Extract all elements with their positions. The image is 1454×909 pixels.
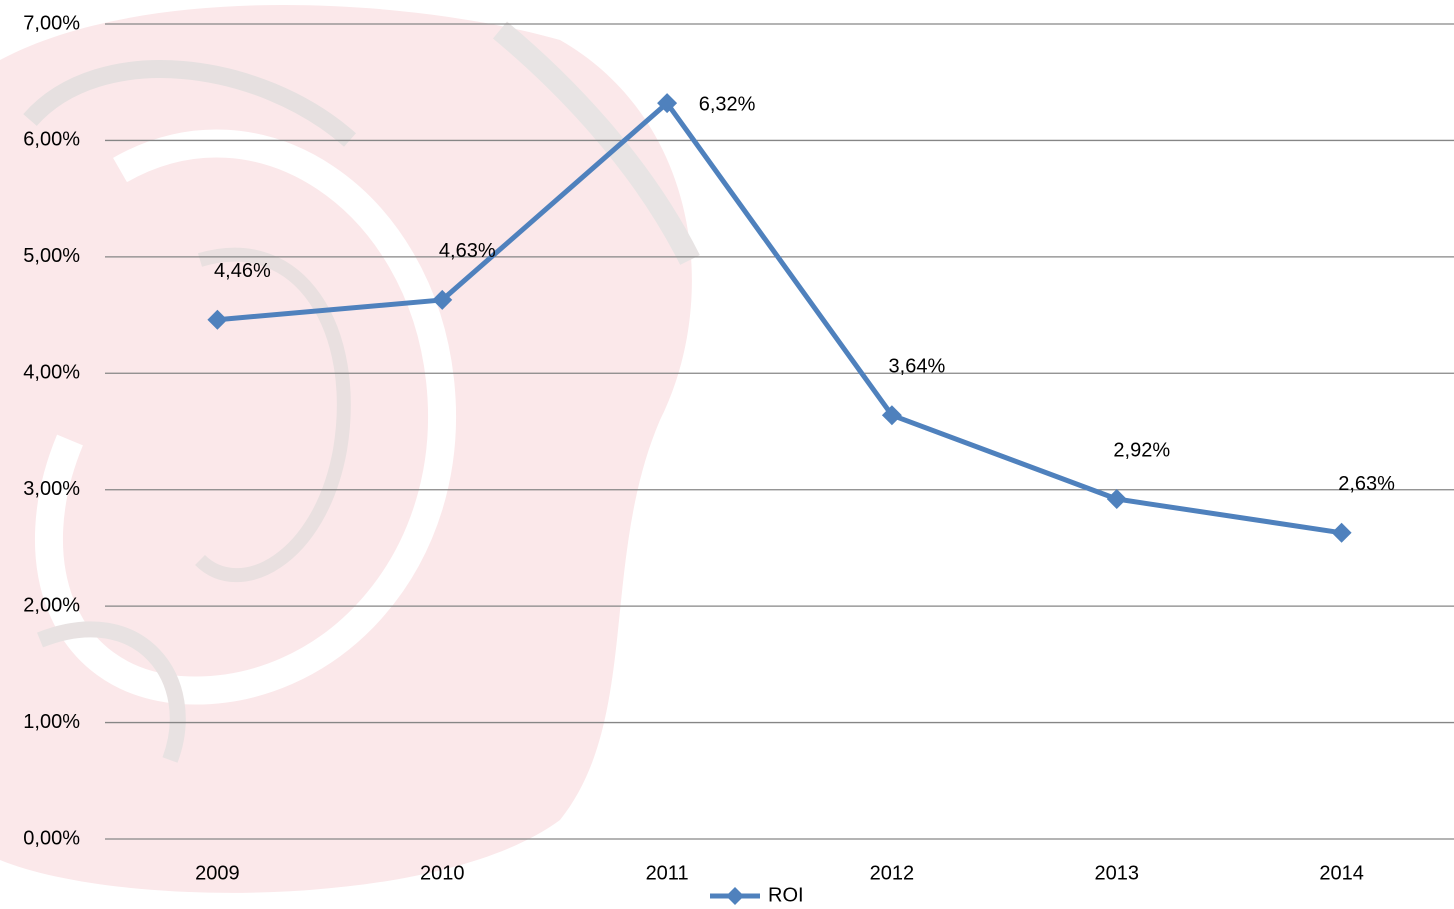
y-tick-label: 1,00% bbox=[23, 711, 80, 733]
x-tick-label: 2010 bbox=[420, 862, 465, 884]
data-label: 2,63% bbox=[1338, 473, 1395, 495]
x-tick-label: 2014 bbox=[1319, 862, 1364, 884]
point-marker bbox=[1331, 522, 1352, 543]
y-tick-label: 0,00% bbox=[23, 827, 80, 849]
x-tick-label: 2011 bbox=[646, 862, 689, 884]
x-tick-label: 2013 bbox=[1095, 862, 1140, 884]
x-tick-label: 2012 bbox=[870, 862, 915, 884]
point-marker bbox=[432, 289, 453, 310]
y-tick-label: 6,00% bbox=[23, 129, 80, 151]
y-tick-label: 2,00% bbox=[23, 594, 80, 616]
point-marker bbox=[657, 93, 678, 114]
point-marker bbox=[207, 309, 228, 330]
legend-marker bbox=[726, 887, 744, 905]
series-line bbox=[217, 100, 1342, 536]
y-tick-label: 3,00% bbox=[23, 478, 80, 500]
y-tick-label: 7,00% bbox=[23, 12, 80, 34]
data-label: 4,46% bbox=[214, 260, 271, 282]
y-tick-label: 5,00% bbox=[23, 245, 80, 267]
data-label: 2,92% bbox=[1113, 439, 1170, 461]
point-marker bbox=[1106, 489, 1127, 510]
y-tick-label: 4,00% bbox=[23, 362, 80, 384]
legend-label: ROI bbox=[768, 884, 804, 906]
data-label: 4,63% bbox=[439, 240, 496, 262]
point-marker bbox=[881, 405, 902, 426]
data-label: 6,32% bbox=[699, 93, 756, 115]
data-label: 3,64% bbox=[889, 355, 946, 377]
x-tick-label: 2009 bbox=[195, 862, 240, 884]
background-watermark bbox=[0, 5, 700, 893]
